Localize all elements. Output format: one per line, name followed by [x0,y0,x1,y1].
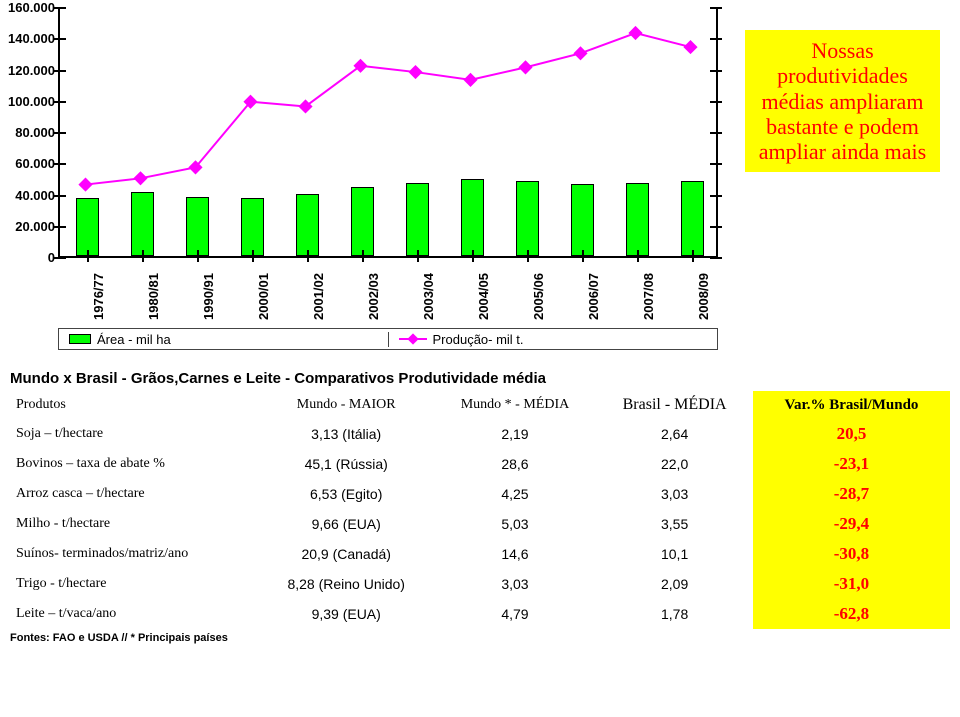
bar [351,187,374,256]
chart-container: 020.00040.00060.00080.000100.000120.0001… [0,0,725,350]
table-cell: 3,13 (Itália) [259,419,434,449]
comparison-table: Produtos Mundo - MAIOR Mundo * - MÉDIA B… [10,391,950,629]
table-cell: 2,64 [596,419,753,449]
table-container: Mundo x Brasil - Grãos,Carnes e Leite - … [10,370,950,644]
var-cell: -29,4 [753,509,950,539]
table-cell: Arroz casca – t/hectare [10,479,259,509]
bar [76,198,99,256]
table-title: Mundo x Brasil - Grãos,Carnes e Leite - … [10,370,950,387]
bar [516,181,539,256]
y-tick-label: 120.000 [8,63,55,78]
col-produtos: Produtos [10,391,259,419]
bar [681,181,704,256]
table-cell: 3,03 [434,569,597,599]
table-cell: 2,09 [596,569,753,599]
table-cell: 5,03 [434,509,597,539]
var-cell: -31,0 [753,569,950,599]
table-cell: 20,9 (Canadá) [259,539,434,569]
table-cell: 45,1 (Rússia) [259,449,434,479]
table-cell: 8,28 (Reino Unido) [259,569,434,599]
table-cell: Milho - t/hectare [10,509,259,539]
col-brasil-media: Brasil - MÉDIA [596,391,753,419]
table-cell: Suínos- terminados/matriz/ano [10,539,259,569]
var-cell: 20,5 [753,419,950,449]
var-cell: -62,8 [753,599,950,629]
y-tick-label: 140.000 [8,31,55,46]
table-row: Bovinos – taxa de abate %45,1 (Rússia)28… [10,449,950,479]
bar [626,183,649,256]
table-header-row: Produtos Mundo - MAIOR Mundo * - MÉDIA B… [10,391,950,419]
x-tick-label: 2008/09 [696,273,711,320]
var-header: Var.% Brasil/Mundo [753,391,950,419]
table-cell: 2,19 [434,419,597,449]
table-cell: 1,78 [596,599,753,629]
bar [571,184,594,256]
table-cell: 9,66 (EUA) [259,509,434,539]
legend: Área - mil ha Produção- mil t. [58,328,718,350]
table-row: Suínos- terminados/matriz/ano20,9 (Canad… [10,539,950,569]
x-tick-label: 2007/08 [641,273,656,320]
x-axis: 1976/77 1980/81 1990/91 2000/01 2001/02 2002/… [58,258,718,328]
table-cell: Leite – t/vaca/ano [10,599,259,629]
y-tick-label: 160.000 [8,0,55,15]
table-cell: 9,39 (EUA) [259,599,434,629]
y-tick-label: 40.000 [15,188,55,203]
table-cell: 28,6 [434,449,597,479]
x-tick-label: 1976/77 [91,273,106,320]
var-cell: -30,8 [753,539,950,569]
table-cell: 6,53 (Egito) [259,479,434,509]
bar [241,198,264,256]
table-cell: Trigo - t/hectare [10,569,259,599]
x-tick-label: 2005/06 [531,273,546,320]
table-body: Soja – t/hectare3,13 (Itália)2,192,6420,… [10,419,950,629]
var-cell: -23,1 [753,449,950,479]
plot-area [58,8,718,258]
var-cell: -28,7 [753,479,950,509]
x-tick-label: 2002/03 [366,273,381,320]
col-mundo-media: Mundo * - MÉDIA [434,391,597,419]
col-mundo-maior: Mundo - MAIOR [259,391,434,419]
y-tick-label: 100.000 [8,94,55,109]
legend-area: Área - mil ha [59,332,388,347]
y-tick-label: 20.000 [15,219,55,234]
table-cell: 14,6 [434,539,597,569]
table-cell: 22,0 [596,449,753,479]
table-cell: Bovinos – taxa de abate % [10,449,259,479]
table-row: Leite – t/vaca/ano9,39 (EUA)4,791,78-62,… [10,599,950,629]
table-cell: 3,03 [596,479,753,509]
legend-prod: Produção- mil t. [388,332,718,347]
legend-prod-label: Produção- mil t. [433,332,524,347]
x-tick-label: 2006/07 [586,273,601,320]
x-tick-label: 2003/04 [421,273,436,320]
legend-area-label: Área - mil ha [97,332,171,347]
y-tick-label: 80.000 [15,125,55,140]
table-cell: 3,55 [596,509,753,539]
x-tick-label: 2000/01 [256,273,271,320]
x-tick-label: 2001/02 [311,273,326,320]
table-cell: 10,1 [596,539,753,569]
table-row: Soja – t/hectare3,13 (Itália)2,192,6420,… [10,419,950,449]
table-cell: 4,25 [434,479,597,509]
annotation-box: Nossas produtividades médias ampliaram b… [745,30,940,172]
y-axis: 020.00040.00060.00080.000100.000120.0001… [0,0,58,258]
table-cell: 4,79 [434,599,597,629]
x-tick-label: 1980/81 [146,273,161,320]
bar [406,183,429,256]
legend-area-swatch [69,334,91,344]
table-cell: Soja – t/hectare [10,419,259,449]
legend-prod-swatch [399,338,427,340]
bar [461,179,484,256]
bar [131,192,154,256]
bar [296,194,319,257]
table-row: Trigo - t/hectare8,28 (Reino Unido)3,032… [10,569,950,599]
x-tick-label: 1990/91 [201,273,216,320]
x-tick-label: 2004/05 [476,273,491,320]
table-source: Fontes: FAO e USDA // * Principais paíse… [10,632,950,644]
bar [186,197,209,256]
table-row: Arroz casca – t/hectare6,53 (Egito)4,253… [10,479,950,509]
table-row: Milho - t/hectare9,66 (EUA)5,033,55-29,4 [10,509,950,539]
y-tick-label: 60.000 [15,156,55,171]
